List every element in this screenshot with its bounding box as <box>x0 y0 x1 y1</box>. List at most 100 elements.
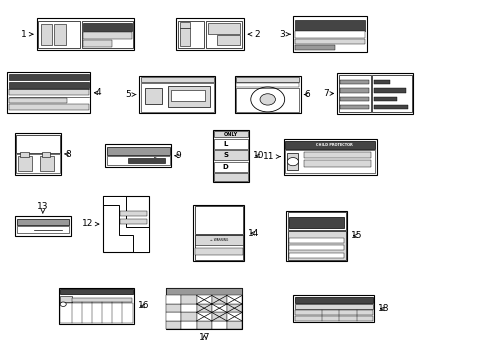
Bar <box>285 141 374 149</box>
Bar <box>337 73 412 114</box>
Bar <box>194 235 243 260</box>
Bar <box>59 288 134 324</box>
Bar <box>226 312 242 321</box>
Text: ONLY: ONLY <box>224 132 238 137</box>
Bar <box>171 90 205 101</box>
Text: 5: 5 <box>124 90 136 99</box>
Text: 9: 9 <box>175 152 181 161</box>
Bar <box>294 45 334 50</box>
Bar <box>60 303 133 323</box>
Text: 1: 1 <box>21 30 33 39</box>
Bar <box>9 104 89 110</box>
Bar <box>42 152 50 157</box>
Bar <box>166 312 181 321</box>
Bar <box>15 216 71 236</box>
Bar <box>287 153 298 170</box>
Bar <box>212 130 249 182</box>
Bar <box>128 158 164 163</box>
Bar <box>211 321 226 329</box>
Bar <box>373 89 405 93</box>
Bar <box>82 32 131 39</box>
Bar <box>236 83 299 87</box>
Text: 4: 4 <box>94 88 101 97</box>
Bar <box>285 150 374 173</box>
Bar <box>339 89 368 93</box>
Text: 15: 15 <box>350 231 362 240</box>
Bar <box>214 131 247 138</box>
Bar <box>373 80 390 84</box>
Bar <box>226 321 242 329</box>
Bar <box>211 312 226 321</box>
Bar <box>236 88 299 112</box>
Bar <box>166 288 242 296</box>
Bar <box>139 76 215 113</box>
Bar <box>211 304 226 312</box>
Bar <box>20 152 28 157</box>
Bar <box>304 160 370 167</box>
Bar <box>293 16 366 52</box>
Bar <box>211 296 226 304</box>
Bar <box>339 97 368 101</box>
Bar <box>166 321 181 329</box>
Bar <box>106 156 169 165</box>
Text: ⚠ WARNING: ⚠ WARNING <box>209 238 227 242</box>
Text: CHILD PROTECTOR: CHILD PROTECTOR <box>316 143 352 147</box>
Bar <box>17 219 69 225</box>
Bar <box>180 22 189 28</box>
Bar <box>181 296 196 304</box>
Bar <box>196 296 211 304</box>
Bar <box>72 298 132 302</box>
Bar <box>194 248 243 256</box>
Text: 8: 8 <box>65 150 71 158</box>
Bar <box>196 321 211 329</box>
Bar <box>194 206 243 234</box>
Text: 7: 7 <box>323 89 333 98</box>
Bar <box>102 196 149 252</box>
Text: 12: 12 <box>81 219 99 228</box>
Bar <box>207 23 240 34</box>
Bar <box>15 133 61 175</box>
Bar <box>293 295 373 322</box>
Bar <box>294 39 365 44</box>
Bar <box>288 238 344 243</box>
Bar <box>41 24 52 45</box>
Text: 2: 2 <box>248 30 260 39</box>
Bar <box>288 246 344 251</box>
Text: S: S <box>223 152 227 158</box>
Bar <box>236 77 299 82</box>
Text: 3: 3 <box>278 30 289 39</box>
Bar <box>287 231 345 260</box>
Circle shape <box>287 158 298 166</box>
Bar <box>7 72 90 113</box>
Text: 16: 16 <box>138 302 149 310</box>
Bar <box>339 105 368 109</box>
Bar <box>338 75 370 112</box>
Bar <box>285 211 346 261</box>
Text: 6: 6 <box>304 90 309 99</box>
Bar <box>166 304 181 312</box>
Bar <box>60 296 71 302</box>
Bar <box>214 139 247 149</box>
Bar <box>294 297 372 303</box>
Bar <box>19 156 32 171</box>
Bar <box>180 28 189 46</box>
Bar <box>181 312 196 321</box>
Text: 14: 14 <box>248 229 259 238</box>
Bar <box>294 310 372 315</box>
Bar <box>194 235 243 246</box>
Text: 17: 17 <box>198 333 210 342</box>
Bar <box>145 88 162 104</box>
Bar <box>181 304 196 312</box>
Bar <box>294 304 372 309</box>
Bar <box>373 97 396 101</box>
Bar <box>178 21 204 48</box>
Bar <box>82 23 131 31</box>
Bar <box>72 313 132 317</box>
Bar <box>166 296 181 304</box>
Text: 11: 11 <box>263 152 280 161</box>
Bar <box>9 98 67 103</box>
Bar <box>141 83 213 112</box>
Bar <box>38 21 80 48</box>
Bar <box>294 20 365 31</box>
Bar <box>196 304 211 312</box>
